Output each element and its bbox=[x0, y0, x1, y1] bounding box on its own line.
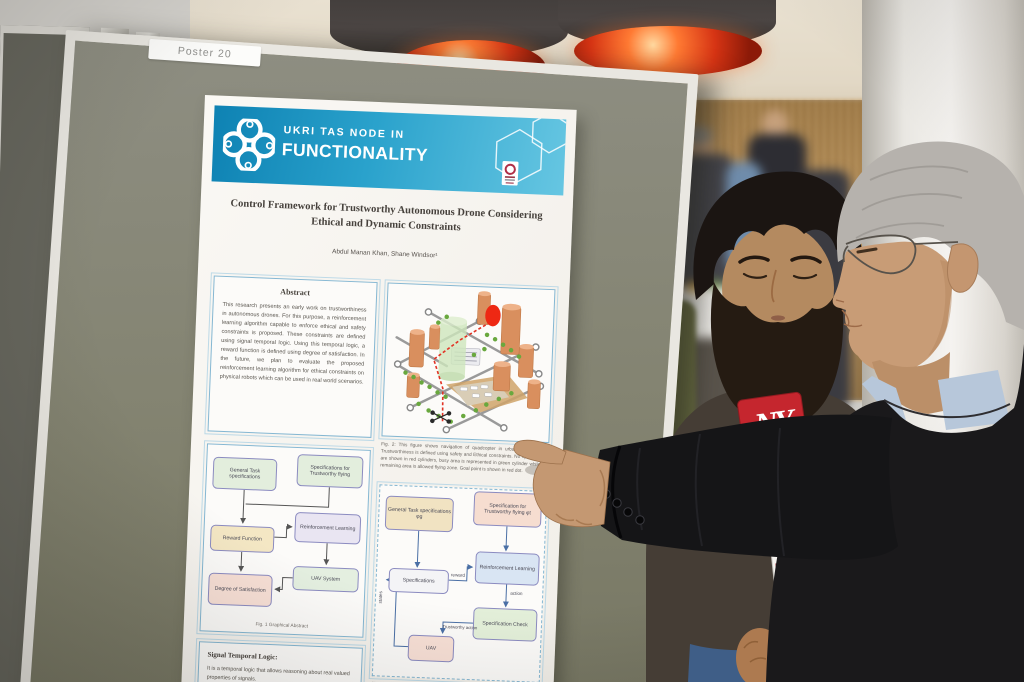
stl-section: Signal Temporal Logic: It is a temporal … bbox=[191, 638, 367, 682]
tas-badge-icon bbox=[501, 161, 519, 186]
abstract-heading: Abstract bbox=[280, 287, 311, 298]
fig3-node-general-task: General Task specifications φg bbox=[384, 495, 455, 533]
fig3-node-spec-check: Specification Check bbox=[472, 607, 538, 642]
table-food bbox=[736, 282, 748, 292]
flight-trajectory bbox=[432, 321, 491, 422]
poster-title: Control Framework for Trustworthy Autono… bbox=[230, 198, 543, 234]
goal-point bbox=[485, 304, 501, 327]
busy-area-cylinder bbox=[438, 316, 468, 382]
table-food bbox=[686, 282, 700, 292]
org-name-line2: FUNCTIONALITY bbox=[281, 139, 429, 165]
tas-knot-logo-icon bbox=[222, 117, 277, 172]
fig1-node-degree: Degree of Satisfaction bbox=[207, 572, 273, 608]
fig1-node-uav: UAV System bbox=[292, 565, 360, 593]
parked-cars bbox=[459, 384, 493, 398]
fig3-block-diagram: General Task specifications φg Specifica… bbox=[368, 481, 551, 682]
fig3-node-uav: UAV bbox=[407, 634, 455, 663]
poster-number-label: Poster 20 bbox=[148, 38, 262, 67]
hand bbox=[736, 628, 784, 682]
fig2-city-figure bbox=[378, 279, 559, 447]
edge-label-reward: reward bbox=[450, 572, 466, 578]
fig1-graphical-abstract: General Task specifications Specificatio… bbox=[196, 440, 375, 641]
abstract-box: Abstract This research presents an early… bbox=[204, 272, 381, 442]
background-person-dark bbox=[796, 170, 850, 410]
abstract-text: This research presents an early work on … bbox=[219, 301, 367, 386]
poster-authors: Abdul Manan Khan, Shane Windsor¹ bbox=[331, 248, 438, 260]
fig2-caption: Fig. 2: This figure shows navigation of … bbox=[380, 441, 548, 474]
fig3-node-specifications: Specifications bbox=[388, 567, 450, 595]
urban-navigation-illustration bbox=[393, 291, 545, 434]
buildings bbox=[406, 291, 541, 409]
white-column bbox=[862, 0, 1024, 485]
fig1-node-general-task: General Task specifications bbox=[212, 456, 278, 492]
edge-label-action: action bbox=[510, 590, 523, 597]
background-person-blue-shirt bbox=[726, 162, 762, 272]
background-person-head bbox=[762, 110, 788, 138]
fig3-node-rl: Reinforcement Learning bbox=[474, 551, 540, 586]
trees bbox=[403, 314, 522, 424]
research-poster: UKRI TAS NODE IN FUNCTIONALITY Control F… bbox=[178, 95, 577, 682]
stl-heading: Signal Temporal Logic: bbox=[207, 650, 278, 662]
poster-header-band: UKRI TAS NODE IN FUNCTIONALITY bbox=[211, 105, 567, 196]
edge-label-states: states bbox=[377, 591, 384, 604]
org-name-line1: UKRI TAS NODE IN bbox=[283, 124, 405, 142]
fig1-node-spec-trustworthy: Specifications for Trustworthy flying bbox=[296, 454, 364, 489]
spotlight-icon bbox=[746, 72, 764, 85]
name-badge bbox=[769, 533, 812, 588]
fig1-arrows bbox=[238, 487, 330, 593]
fig1-node-rl: Reinforcement Learning bbox=[294, 511, 362, 545]
stl-text: It is a temporal logic that allows reaso… bbox=[206, 665, 350, 682]
fig3-node-spec-trustworthy: Specification for Trustworthy flying φt bbox=[472, 491, 543, 528]
quadcopter-icon bbox=[430, 410, 452, 424]
table-food bbox=[710, 280, 722, 290]
fig1-node-reward: Reward Function bbox=[209, 524, 275, 554]
hexagon-motif-icon bbox=[495, 115, 567, 186]
